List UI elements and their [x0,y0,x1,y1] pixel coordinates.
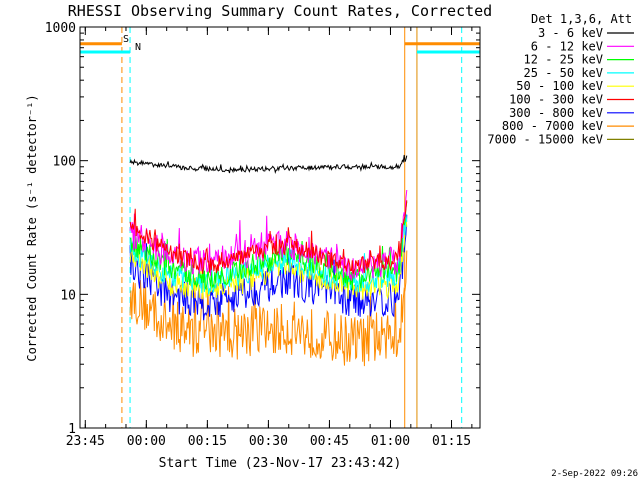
series-line-12-25kev [129,201,408,291]
plot-frame [79,26,481,429]
chart-title: RHESSI Observing Summary Count Rates, Co… [68,2,492,20]
series-layer [129,154,408,367]
date-stamp: 2-Sep-2022 09:26 [551,469,638,479]
legend-label-8: 7000 - 15000 keV [487,132,603,146]
legend-label-0: 3 - 6 keV [538,26,603,40]
y-tick-label-2: 100 [53,155,76,170]
legend-label-4: 50 - 100 keV [516,79,603,93]
y-tick-label-3: 1000 [45,21,76,36]
x-tick-label-4: 00:45 [310,434,349,449]
series-line-300-800kev [129,214,408,321]
series-line-800-7000kev [129,250,408,367]
x-tick-label-2: 00:15 [188,434,227,449]
x-tick-label-1: 00:00 [127,434,166,449]
legend-label-1: 6 - 12 keV [531,39,603,53]
x-tick-label-6: 01:15 [432,434,471,449]
y-tick-label-1: 10 [60,288,76,303]
x-tick-label-3: 00:30 [249,434,288,449]
x-axis-label: Start Time (23-Nov-17 23:43:42) [159,456,402,471]
legend-label-3: 25 - 50 keV [524,66,603,80]
legend-label-7: 800 - 7000 keV [502,119,603,133]
axes-layer: 23:45 00:00 00:15 00:30 00:45 01:00 01:15 1 10 10… [45,21,480,449]
flag-label-night: N [135,42,141,53]
y-tick-label-0: 1 [68,422,76,437]
legend-label-5: 100 - 300 keV [509,93,603,107]
series-line-3-6kev [129,154,408,175]
y-axis-label: Corrected Count Rate (s⁻¹ detector⁻¹) [25,94,39,361]
legend-label-2: 12 - 25 keV [524,53,603,67]
series-line-100-300kev [129,200,408,274]
legend-label-6: 300 - 800 keV [509,106,603,120]
x-tick-label-0: 23:45 [66,434,105,449]
x-tick-label-5: 01:00 [371,434,410,449]
flag-layer [80,27,480,428]
legend-title: Det 1,3,6, Att 0 [531,12,640,26]
flag-label-saa: S [123,34,129,45]
